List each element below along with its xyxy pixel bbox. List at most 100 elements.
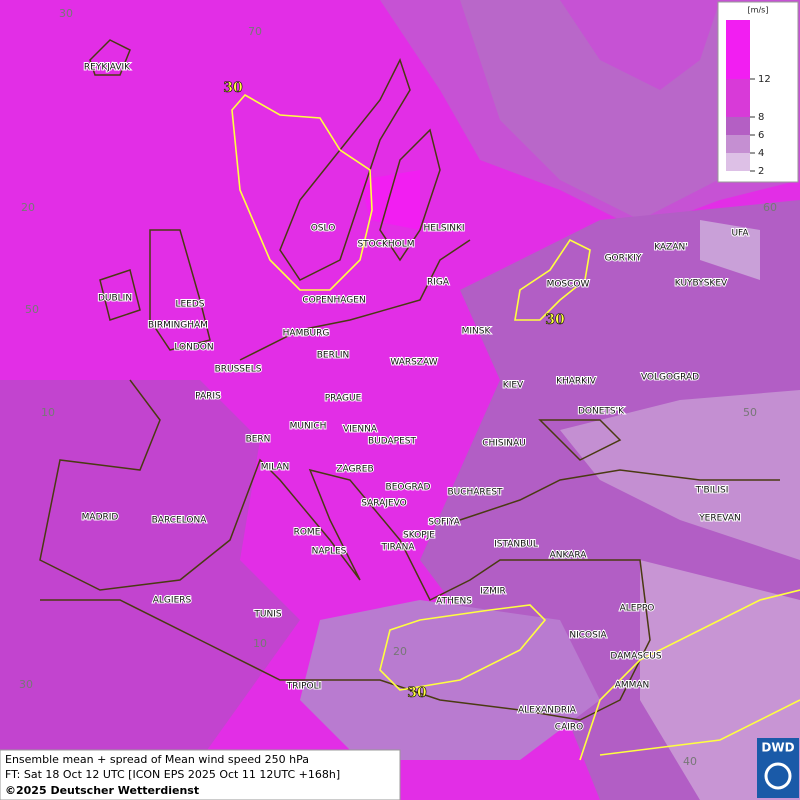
coastlines <box>39 39 780 721</box>
graticule-labels: 30 70 20 60 50 10 50 10 20 30 40 <box>19 7 777 768</box>
legend-swatch <box>726 117 750 135</box>
city-label: MOSCOW <box>547 280 590 290</box>
city-label: AMMAN <box>615 681 650 691</box>
city-label: HELSINKI <box>423 224 464 234</box>
caption-line: FT: Sat 18 Oct 12 UTC [ICON EPS 2025 Oct… <box>5 768 340 781</box>
city-label: CAIRO <box>555 723 583 733</box>
city-label: MADRID <box>82 513 119 523</box>
legend-swatch <box>726 135 750 153</box>
copyright: ©2025 Deutscher Wetterdienst <box>5 784 199 797</box>
graticule-label: 10 <box>253 637 267 650</box>
city-label: MILAN <box>261 463 290 473</box>
city-label: KUYBYSKEV <box>675 279 728 289</box>
city-label: NICOSIA <box>569 631 607 641</box>
city-label: VIENNA <box>343 425 378 435</box>
city-label: KHARKIV <box>556 377 597 387</box>
city-label: TRIPOLI <box>286 682 322 692</box>
city-label: BUCHAREST <box>447 488 503 498</box>
city-label: MINSK <box>462 327 492 337</box>
city-labels: REYKJAVIK OSLO STOCKHOLM HELSINKI RIGA COPENH… <box>81 62 751 734</box>
city-label: UFA <box>731 229 749 239</box>
city-label: TUNIS <box>253 610 281 620</box>
city-label: NAPLES <box>312 547 347 557</box>
legend-tick-label: 2 <box>758 166 764 177</box>
legend-tick-label: 12 <box>758 74 771 85</box>
city-label: BARCELONA <box>152 516 208 526</box>
legend-swatch <box>726 20 750 79</box>
city-label: WARSZAW <box>390 358 437 368</box>
city-label: DUBLIN <box>98 294 132 304</box>
city-label: LEEDS <box>175 300 204 310</box>
city-label: ALGIERS <box>153 596 192 606</box>
city-label: ZAGREB <box>336 465 373 475</box>
city-label: YEREVAN <box>698 514 741 524</box>
city-label: IZMIR <box>480 587 506 597</box>
legend-swatch <box>726 79 750 117</box>
caption: Ensemble mean + spread of Mean wind spee… <box>0 749 401 800</box>
city-label: VOLGOGRAD <box>641 373 699 383</box>
graticule-label: 20 <box>393 645 407 658</box>
city-label: ALEXANDRIA <box>518 706 577 716</box>
city-label: MUNICH <box>290 422 327 432</box>
legend: [m/s] 12 8 6 4 2 <box>717 1 799 183</box>
caption-box <box>0 749 401 800</box>
contour-label: 30 <box>545 312 565 328</box>
city-label: SARAJEVO <box>361 499 407 509</box>
legend-tick-label: 6 <box>758 130 764 141</box>
city-label: BERN <box>246 435 271 445</box>
legend-ticks: 12 8 6 4 2 <box>750 74 771 177</box>
graticule-label: 50 <box>25 303 39 316</box>
city-label: BRUSSELS <box>215 365 262 375</box>
graticule-label: 20 <box>21 201 35 214</box>
caption-line: Ensemble mean + spread of Mean wind spee… <box>5 753 309 766</box>
graticule-label: 60 <box>763 201 777 214</box>
city-label: GOR'KIY <box>605 254 642 264</box>
city-label: PARIS <box>195 392 221 402</box>
city-label: BUDAPEST <box>368 437 417 447</box>
graticule-label: 30 <box>59 7 73 20</box>
city-label: BIRMINGHAM <box>148 321 208 331</box>
logo-text: DWD <box>761 741 794 755</box>
graticule-label: 70 <box>248 25 262 38</box>
city-label: T'BILISI <box>695 486 729 496</box>
city-label: HAMBURG <box>283 329 330 339</box>
contour-label: 30 <box>407 685 427 701</box>
city-label: REYKJAVIK <box>84 63 131 73</box>
city-label: OSLO <box>311 224 336 234</box>
city-label: KAZAN' <box>654 243 687 253</box>
dwd-logo: DWD <box>757 738 799 798</box>
city-label: COPENHAGEN <box>302 296 365 306</box>
city-label: TIRANA <box>380 543 415 553</box>
city-label: ROME <box>294 528 321 538</box>
legend-unit: [m/s] <box>748 6 769 15</box>
city-label: SOFIYA <box>428 518 460 528</box>
contour-label: 30 <box>223 80 243 96</box>
contours <box>231 93 800 761</box>
city-label: STOCKHOLM <box>357 240 414 250</box>
city-label: SKOPJE <box>403 531 435 541</box>
graticule-label: 50 <box>743 406 757 419</box>
city-label: BEOGRAD <box>386 483 431 493</box>
city-label: ALEPPO <box>620 604 655 614</box>
contour-labels: 30 30 30 <box>223 80 565 702</box>
city-label: LONDON <box>174 343 213 353</box>
logo-icon <box>764 762 792 790</box>
city-label: ISTANBUL <box>494 540 538 550</box>
city-label: RIGA <box>427 278 450 288</box>
graticule-label: 40 <box>683 755 697 768</box>
graticule-label: 30 <box>19 678 33 691</box>
city-label: CHISINAU <box>482 439 526 449</box>
city-label: ATHENS <box>436 597 472 607</box>
city-label: DONETS'K <box>578 407 625 417</box>
city-label: DAMASCUS <box>610 652 661 662</box>
legend-tick-label: 8 <box>758 112 764 123</box>
city-label: KIEV <box>503 381 524 391</box>
legend-swatch <box>726 153 750 171</box>
city-label: ANKARA <box>550 551 588 561</box>
graticule-label: 10 <box>41 406 55 419</box>
city-label: BERLIN <box>317 351 350 361</box>
city-label: PRAGUE <box>325 394 362 404</box>
legend-tick-label: 4 <box>758 148 764 159</box>
